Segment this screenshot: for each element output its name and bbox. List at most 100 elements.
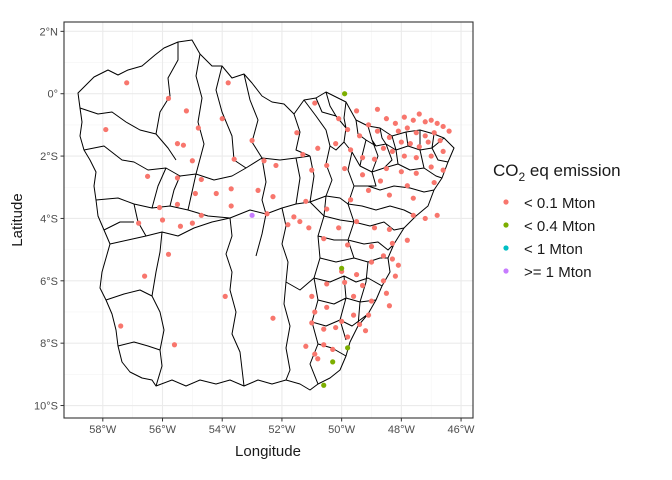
data-point	[350, 293, 357, 299]
data-point	[330, 346, 336, 353]
data-point	[440, 148, 446, 155]
legend-key	[503, 245, 509, 251]
data-point	[428, 117, 434, 123]
data-point	[368, 243, 375, 250]
y-axis-title: Latitude	[9, 193, 26, 246]
data-point	[270, 315, 276, 321]
data-point	[315, 356, 321, 362]
data-point	[228, 186, 234, 192]
data-point	[404, 237, 410, 243]
y-tick-label: 2°N	[40, 26, 59, 38]
data-point	[124, 80, 130, 86]
legend-title-subscript: 2	[519, 170, 526, 184]
data-point	[386, 192, 393, 198]
data-point	[356, 133, 363, 139]
data-point	[156, 204, 163, 211]
y-tick-label: 10°S	[34, 401, 58, 413]
data-point	[383, 116, 390, 122]
data-point	[401, 153, 407, 159]
data-point	[404, 125, 410, 131]
data-point	[189, 220, 195, 226]
data-point	[309, 167, 315, 173]
data-point	[380, 145, 387, 151]
data-point	[407, 141, 413, 147]
y-tick-label: 6°S	[40, 276, 58, 288]
data-point	[174, 141, 181, 147]
data-point	[273, 162, 279, 169]
data-point	[446, 128, 452, 134]
data-point	[249, 212, 255, 218]
data-point	[377, 178, 384, 184]
minor-gridlines	[64, 22, 473, 418]
data-point	[437, 137, 443, 144]
data-point	[312, 309, 318, 315]
data-point	[180, 142, 187, 148]
plot-panel	[64, 22, 473, 418]
data-point	[434, 120, 440, 126]
data-point	[174, 175, 181, 181]
data-point	[422, 119, 428, 125]
data-point	[374, 128, 381, 134]
data-point	[383, 290, 390, 296]
x-tick-label: 46°W	[448, 424, 476, 436]
data-point	[324, 162, 330, 169]
data-point	[410, 117, 416, 123]
data-point	[177, 223, 184, 229]
data-point	[362, 328, 369, 334]
x-tick-label: 54°W	[209, 424, 237, 436]
data-point	[144, 173, 151, 179]
data-point	[231, 156, 237, 162]
data-point	[330, 359, 336, 365]
data-point	[118, 323, 124, 329]
data-point	[225, 80, 231, 86]
data-point	[165, 251, 172, 257]
data-point	[347, 197, 354, 203]
data-point	[392, 120, 398, 126]
data-point	[410, 212, 416, 218]
data-point	[359, 282, 366, 289]
data-point	[336, 116, 342, 122]
data-point	[306, 225, 312, 231]
y-tick-label: 8°S	[40, 338, 58, 350]
legend-label: < 1 Mton	[524, 241, 583, 258]
legend-key	[503, 222, 509, 228]
data-point	[195, 125, 201, 131]
x-tick-label: 58°W	[89, 424, 117, 436]
legend-items: < 0.1 Mton < 0.4 Mton < 1 Mton >= 1 Mton	[503, 195, 595, 281]
data-point	[395, 128, 401, 134]
data-point	[413, 130, 419, 136]
data-point	[359, 155, 366, 161]
data-point	[428, 153, 434, 159]
data-point	[315, 145, 321, 151]
emission-points	[103, 80, 452, 388]
x-tick-label: 56°W	[149, 424, 177, 436]
data-point	[171, 342, 178, 348]
data-point	[440, 123, 446, 130]
data-point	[342, 91, 348, 97]
data-point	[356, 321, 363, 328]
data-point	[431, 179, 437, 186]
legend-title: CO2 eq emission	[493, 161, 621, 184]
data-point	[198, 212, 204, 218]
data-point	[371, 225, 378, 231]
legend-title-main: CO	[493, 161, 519, 180]
data-point	[174, 201, 181, 208]
data-point	[342, 165, 348, 172]
data-point	[416, 111, 422, 117]
data-point	[431, 130, 437, 136]
legend-label: >= 1 Mton	[524, 264, 592, 281]
municipality-lines-central	[195, 99, 333, 387]
data-point	[159, 217, 166, 223]
x-axis: 58°W 56°W 54°W 52°W 50°W 48°W 46°W	[89, 418, 475, 436]
data-point	[380, 253, 387, 259]
data-point	[413, 170, 419, 176]
data-point	[312, 100, 318, 106]
data-point	[425, 139, 431, 145]
data-point	[312, 351, 318, 357]
data-point	[324, 304, 330, 310]
data-point	[321, 326, 327, 332]
data-point	[339, 318, 345, 324]
data-point	[401, 114, 407, 120]
data-point	[300, 151, 306, 158]
